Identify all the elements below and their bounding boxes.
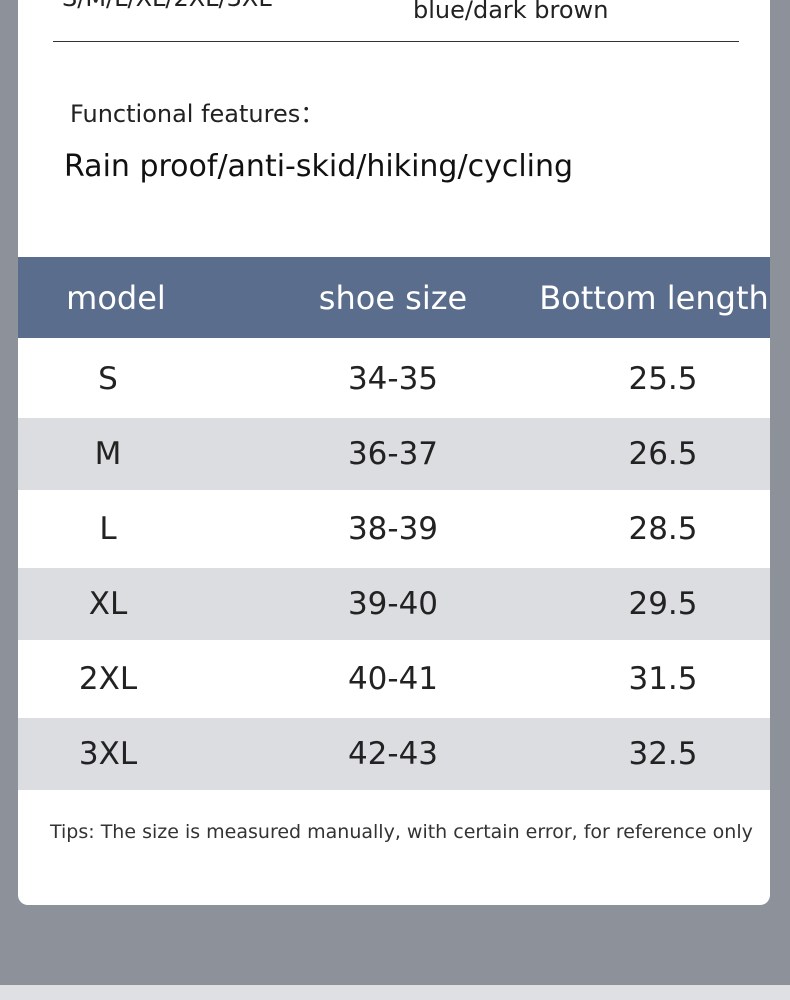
table-cell: M [94,436,122,472]
table-cell: 38-39 [347,511,439,547]
header-cell: shoe size [318,279,468,317]
features-label: Functional features： [70,100,325,128]
table-cell: 39-40 [347,586,439,622]
tips: Tips: The size is measured manually, wit… [50,821,753,843]
table-cell: 31.5 [628,661,698,697]
table-row [18,718,770,790]
divider [53,41,739,42]
header-cell: model [66,279,166,317]
colors-text: blue/dark brown [413,0,609,24]
table-cell: L [99,511,117,547]
header-row [18,257,770,338]
sizes-text: S/M/L/XL/2XL/3XL [62,0,272,12]
table-cell: 26.5 [628,436,698,472]
table-cell: 40-41 [347,661,439,697]
table-cell: 42-43 [347,736,439,772]
table-row [18,490,770,568]
table-cell: S [98,361,118,397]
table-cell: 28.5 [628,511,698,547]
table-row [18,418,770,490]
table-row [18,340,770,418]
table-row [18,640,770,718]
bottom-strip [0,985,790,1000]
table-cell: 25.5 [628,361,698,397]
table-cell: XL [88,586,128,622]
header-cell: Bottom length [539,279,769,317]
table-cell: 36-37 [347,436,439,472]
table-cell: 32.5 [628,736,698,772]
table-row [18,568,770,640]
size-table: model shoe size Bottom length S 34-35 25.5 M 36… [18,257,770,790]
features-text: Rain proof/anti-skid/hiking/cycling [64,149,574,184]
table-cell: 2XL [78,661,138,697]
table-cell: 34-35 [347,361,439,397]
table-cell: 29.5 [628,586,698,622]
table-cell: 3XL [78,736,138,772]
